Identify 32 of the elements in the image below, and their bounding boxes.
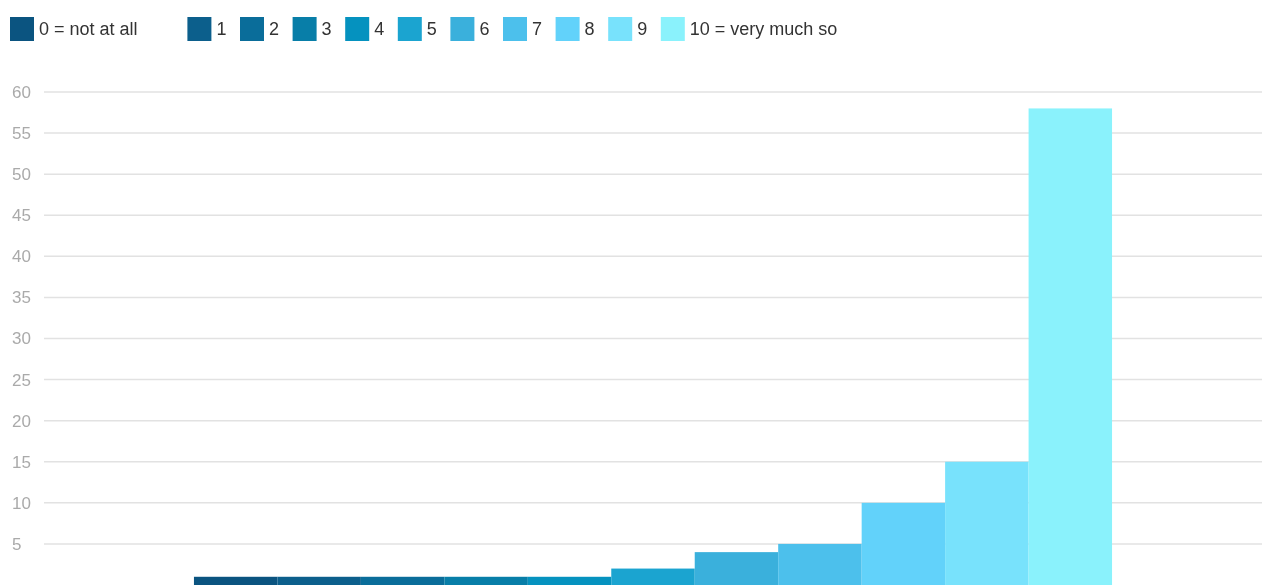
bar xyxy=(611,568,695,585)
legend-label: 1 xyxy=(216,19,227,39)
y-tick-label: 35 xyxy=(12,288,31,308)
legend-label: 7 xyxy=(532,19,543,39)
legend-label: 4 xyxy=(374,19,385,39)
legend-label: 3 xyxy=(321,19,332,39)
bar xyxy=(527,576,612,585)
y-tick-label: 50 xyxy=(12,165,31,185)
y-tick-label: 60 xyxy=(12,82,31,102)
bar xyxy=(1028,108,1113,585)
legend-label: 6 xyxy=(479,19,490,39)
y-tick-label: 45 xyxy=(12,206,31,226)
y-tick-label: 40 xyxy=(12,247,31,267)
legend-label: 5 xyxy=(426,19,437,39)
bar xyxy=(360,576,445,585)
bar xyxy=(778,543,862,585)
y-tick-label: 55 xyxy=(12,124,31,144)
y-tick-label: 25 xyxy=(12,370,31,390)
legend-label: 2 xyxy=(269,19,280,39)
y-tick-label: 20 xyxy=(12,411,31,431)
bar xyxy=(694,552,779,585)
y-tick-label: 5 xyxy=(12,534,22,554)
y-tick-label: 15 xyxy=(12,452,31,472)
legend-label: 8 xyxy=(584,19,595,39)
bar xyxy=(861,502,946,585)
bar xyxy=(444,576,528,585)
legend-label: 10 = very much so xyxy=(689,19,838,39)
bar xyxy=(945,461,1029,585)
y-tick-label: 30 xyxy=(12,329,31,349)
legend-label: 9 xyxy=(637,19,648,39)
legend-label: 0 = not at all xyxy=(39,19,138,39)
y-tick-label: 10 xyxy=(12,493,31,513)
